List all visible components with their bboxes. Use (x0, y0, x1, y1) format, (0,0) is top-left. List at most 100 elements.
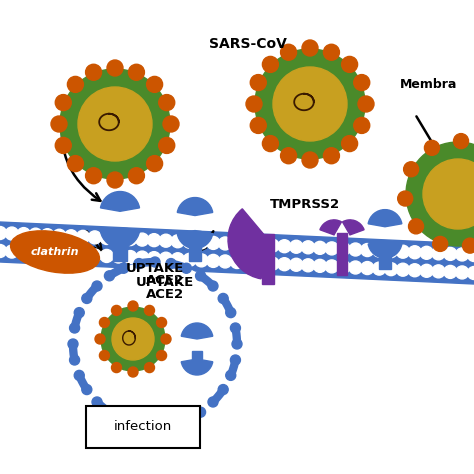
Circle shape (456, 248, 469, 261)
Circle shape (408, 264, 421, 277)
Circle shape (182, 263, 191, 273)
Circle shape (254, 238, 267, 252)
Circle shape (384, 245, 398, 258)
Circle shape (128, 301, 138, 311)
Circle shape (325, 260, 338, 273)
Circle shape (134, 419, 144, 429)
Circle shape (53, 247, 66, 260)
Circle shape (0, 245, 7, 257)
Wedge shape (368, 210, 402, 227)
Circle shape (424, 140, 439, 155)
Circle shape (78, 87, 152, 161)
Circle shape (64, 230, 78, 243)
Circle shape (218, 384, 228, 394)
Circle shape (396, 263, 410, 276)
Circle shape (207, 237, 220, 249)
Circle shape (467, 248, 474, 262)
Circle shape (404, 162, 419, 177)
Circle shape (60, 69, 170, 179)
Circle shape (161, 334, 171, 344)
Circle shape (111, 363, 121, 373)
Circle shape (53, 229, 66, 242)
Circle shape (156, 350, 166, 361)
Circle shape (88, 231, 101, 244)
Text: ACE2: ACE2 (146, 288, 184, 301)
Ellipse shape (10, 231, 100, 273)
Circle shape (146, 76, 163, 92)
Circle shape (64, 248, 78, 261)
Circle shape (136, 233, 149, 246)
Circle shape (433, 237, 447, 251)
Circle shape (250, 118, 266, 133)
Circle shape (92, 281, 102, 291)
Circle shape (302, 152, 318, 168)
Circle shape (242, 238, 255, 251)
Circle shape (145, 305, 155, 315)
Text: ACE2: ACE2 (146, 274, 184, 288)
Circle shape (444, 247, 457, 260)
Circle shape (128, 367, 138, 377)
Wedge shape (177, 198, 213, 216)
Circle shape (420, 246, 433, 259)
Circle shape (196, 271, 206, 281)
Wedge shape (368, 241, 402, 258)
Circle shape (278, 258, 291, 271)
Circle shape (183, 235, 196, 248)
Circle shape (230, 237, 244, 250)
Circle shape (86, 168, 101, 184)
Circle shape (420, 264, 433, 277)
Circle shape (82, 384, 92, 394)
Circle shape (373, 262, 386, 275)
Circle shape (74, 370, 84, 380)
Text: UPTAKE: UPTAKE (126, 263, 184, 275)
Circle shape (195, 254, 208, 267)
Wedge shape (100, 228, 139, 247)
Circle shape (278, 240, 291, 253)
Circle shape (302, 40, 318, 56)
Circle shape (301, 259, 315, 272)
Circle shape (5, 245, 18, 258)
Text: clathrin: clathrin (31, 247, 79, 257)
Text: infection: infection (114, 420, 172, 434)
Circle shape (128, 64, 145, 80)
Circle shape (396, 245, 410, 258)
Circle shape (254, 256, 267, 270)
Wedge shape (228, 209, 268, 279)
Circle shape (124, 251, 137, 264)
Circle shape (266, 239, 279, 252)
Circle shape (82, 293, 92, 303)
Circle shape (112, 232, 125, 245)
Circle shape (171, 253, 184, 266)
Bar (379, 241, 391, 270)
Circle shape (73, 262, 237, 426)
Circle shape (100, 231, 113, 245)
Circle shape (313, 259, 327, 273)
Circle shape (68, 339, 78, 349)
Text: Membra: Membra (400, 78, 457, 91)
Circle shape (74, 308, 84, 318)
Circle shape (432, 247, 445, 260)
Circle shape (444, 265, 457, 278)
Circle shape (118, 263, 128, 273)
Circle shape (111, 305, 121, 315)
Circle shape (313, 241, 327, 255)
Circle shape (51, 116, 67, 132)
Circle shape (325, 242, 338, 255)
Circle shape (88, 249, 101, 262)
Circle shape (250, 74, 266, 91)
Circle shape (406, 142, 474, 246)
Circle shape (55, 137, 71, 154)
Circle shape (0, 227, 7, 239)
Circle shape (349, 243, 362, 256)
Text: SARS-CoV: SARS-CoV (209, 37, 287, 51)
Circle shape (208, 397, 218, 407)
Circle shape (17, 246, 30, 259)
Circle shape (17, 228, 30, 241)
Circle shape (423, 159, 474, 229)
Circle shape (188, 198, 202, 212)
Circle shape (337, 260, 350, 273)
Circle shape (337, 242, 350, 255)
Wedge shape (100, 191, 139, 211)
Polygon shape (0, 222, 474, 284)
Circle shape (255, 49, 365, 159)
